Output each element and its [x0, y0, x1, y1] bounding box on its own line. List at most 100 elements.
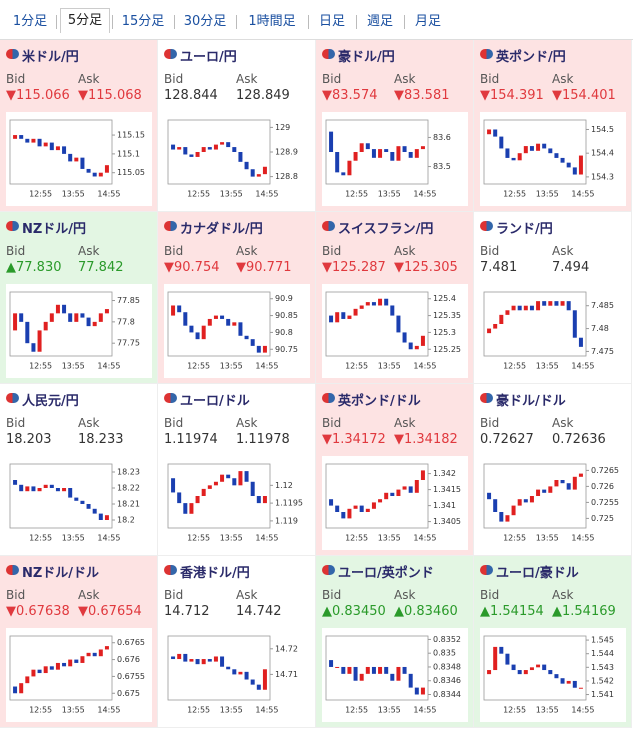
rate-panel[interactable]: ユーロ/ドル Bid Ask 1.11974 1.11978 1.12 1.1195 1.11… [158, 384, 316, 556]
tab[interactable]: 15分足 [121, 14, 165, 29]
candle [396, 666, 401, 681]
pair-title[interactable]: 米ドル/円 [22, 50, 79, 65]
rate-panel[interactable]: ランド/円 Bid Ask 7.481 7.494 7.485 7.48 7.475 12:55… [474, 212, 632, 384]
candle [572, 167, 577, 175]
candle [80, 656, 85, 663]
candle [335, 505, 340, 512]
plot-frame [483, 463, 587, 529]
pair-title[interactable]: 英ポンド/ドル [338, 394, 421, 409]
rate-panel[interactable]: NZドル/ドル Bid Ask ▼0.67638 ▼0.67654 0.6765 0.676… [0, 556, 158, 728]
bid-value: ▼154.391 [480, 88, 544, 103]
pair-title[interactable]: 英ポンド/円 [496, 50, 566, 65]
rate-panel[interactable]: 英ポンド/円 Bid Ask ▼154.391 ▼154.401 154.5 154.4 15… [474, 40, 632, 212]
rate-panel[interactable]: 米ドル/円 Bid Ask ▼115.066 ▼115.068 115.15 115.1 11… [0, 40, 158, 212]
tab[interactable]: 30分足 [183, 14, 227, 29]
x-tick-label: 14:55 [255, 706, 278, 715]
candle [578, 687, 583, 689]
tab[interactable]: 1分足 [12, 14, 48, 29]
x-tick-label: 14:55 [97, 706, 120, 715]
pair-title[interactable]: ユーロ/円 [180, 50, 237, 65]
candle [566, 680, 571, 684]
candle [578, 337, 583, 347]
candle [390, 673, 395, 681]
candle [183, 147, 188, 155]
candle [256, 496, 261, 504]
candle [98, 513, 103, 520]
pair-title[interactable]: ユーロ/ドル [180, 394, 250, 409]
x-tick-label: 12:55 [503, 362, 526, 371]
x-tick-label: 14:55 [413, 190, 436, 199]
candle [529, 667, 534, 671]
candle [414, 687, 419, 695]
candle [207, 147, 212, 150]
rate-panel[interactable]: 英ポンド/ドル Bid Ask ▼1.34172 ▼1.34182 1.342 1.3415… [316, 384, 474, 556]
rate-panel[interactable]: ユーロ/円 Bid Ask 128.844 128.849 129 128.9 128.8 12… [158, 40, 316, 212]
candle [378, 499, 383, 503]
y-tick-label: 154.5 [591, 125, 614, 134]
pair-title[interactable]: ランド/円 [496, 222, 553, 237]
x-tick-label: 12:55 [187, 534, 210, 543]
candle [92, 652, 97, 657]
candle [359, 505, 364, 512]
pair-title[interactable]: 香港ドル/円 [180, 566, 250, 581]
bid-value: ▼125.287 [322, 260, 386, 275]
bid-label: Bid [164, 588, 184, 602]
tab[interactable]: 週足 [366, 14, 393, 29]
pair-title[interactable]: カナダドル/円 [180, 222, 263, 237]
candle [329, 499, 334, 506]
tab[interactable]: 1時間足 [248, 14, 296, 29]
pair-title[interactable]: NZドル/ドル [22, 566, 100, 581]
candle [353, 666, 358, 681]
candle [86, 504, 91, 509]
candle [402, 486, 407, 490]
x-tick-label: 14:55 [97, 190, 120, 199]
rate-panel[interactable]: 豪ドル/ドル Bid Ask 0.72627 0.72636 0.7265 0.726 0.7… [474, 384, 632, 556]
y-tick-label: 18.22 [117, 484, 140, 493]
pair-title[interactable]: ユーロ/豪ドル [496, 566, 579, 581]
tab[interactable]: 5分足 [60, 8, 110, 33]
x-tick-label: 12:55 [345, 534, 368, 543]
x-tick-label: 13:55 [378, 362, 401, 371]
pair-title[interactable]: 人民元/円 [22, 394, 79, 409]
x-tick-label: 12:55 [187, 706, 210, 715]
candle [353, 505, 358, 509]
y-tick-label: 0.726 [591, 482, 614, 491]
candle [505, 515, 510, 522]
rate-panel[interactable]: スイスフラン/円 Bid Ask ▼125.287 ▼125.305 125.4 125.3… [316, 212, 474, 384]
pair-title[interactable]: 豪ドル/ドル [496, 394, 566, 409]
tab[interactable]: 日足 [318, 14, 345, 29]
candle [390, 492, 395, 496]
candle [201, 325, 206, 340]
candle [177, 653, 182, 660]
y-tick-label: 115.05 [117, 168, 145, 177]
x-tick-label: 12:55 [503, 706, 526, 715]
candle [74, 313, 79, 322]
rate-panel[interactable]: カナダドル/円 Bid Ask ▼90.754 ▼90.771 90.9 90.85 90.8… [158, 212, 316, 384]
mini-chart: 7.485 7.48 7.475 12:55 13:55 14:55 [480, 284, 626, 378]
candle [542, 301, 547, 306]
candle [517, 305, 522, 311]
rate-panel[interactable]: ユーロ/豪ドル Bid Ask ▲1.54154 ▲1.54169 1.545 1.544 1… [474, 556, 632, 728]
chart-background [6, 284, 152, 378]
tab[interactable]: 月足 [414, 14, 441, 29]
y-tick-label: 0.675 [117, 689, 140, 698]
candle [62, 662, 67, 667]
ask-value: 128.849 [236, 88, 290, 103]
mini-chart: 14.72 14.71 12:55 13:55 14:55 [164, 628, 310, 722]
pair-title[interactable]: NZドル/円 [22, 222, 87, 237]
plot-frame [483, 635, 587, 701]
pair-title[interactable]: 豪ドル/円 [338, 50, 395, 65]
x-tick-label: 14:55 [413, 362, 436, 371]
bid-label: Bid [480, 588, 500, 602]
rate-panel[interactable]: NZドル/円 Bid Ask ▲77.830 77.842 77.85 77.8 77.75 1… [0, 212, 158, 384]
rate-panel[interactable]: 香港ドル/円 Bid Ask 14.712 14.742 14.72 14.71 12:55 1… [158, 556, 316, 728]
y-tick-label: 90.75 [275, 345, 298, 354]
pair-title[interactable]: ユーロ/英ポンド [338, 566, 434, 581]
pair-title[interactable]: スイスフラン/円 [338, 222, 434, 237]
rate-panel[interactable]: 豪ドル/円 Bid Ask ▼83.574 ▼83.581 83.6 83.5 12:55 13… [316, 40, 474, 212]
candle [244, 161, 249, 170]
candle [408, 673, 413, 688]
ask-label: Ask [552, 244, 574, 258]
rate-panel[interactable]: ユーロ/英ポンド Bid Ask ▲0.83450 ▲0.83460 0.8352 0.83… [316, 556, 474, 728]
rate-panel[interactable]: 人民元/円 Bid Ask 18.203 18.233 18.23 18.22 18.21 18… [0, 384, 158, 556]
